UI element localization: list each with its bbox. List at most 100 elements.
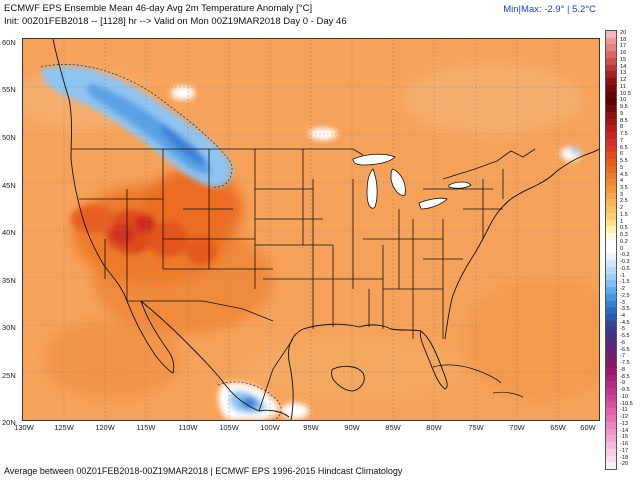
lon-label: 80W bbox=[426, 423, 442, 432]
lat-label: 35N bbox=[2, 276, 16, 285]
lon-label: 60W bbox=[580, 423, 596, 432]
colorbar-swatch bbox=[606, 233, 616, 241]
colorbar-tick-label: -17 bbox=[620, 447, 629, 454]
colorbar-swatch bbox=[606, 145, 616, 153]
colorbar-tick-label: 2.5 bbox=[620, 198, 628, 205]
colorbar-swatch bbox=[606, 219, 616, 227]
colorbar-tick-label: 13 bbox=[620, 70, 627, 77]
init-valid-line: Init: 00Z01FEB2018 -- [1128] hr --> Vali… bbox=[4, 16, 347, 27]
colorbar-tick-label: -4 bbox=[620, 313, 625, 319]
colorbar-swatch bbox=[606, 374, 616, 382]
colorbar-tick-label: 5 bbox=[620, 164, 624, 171]
great-lakes bbox=[352, 153, 472, 210]
colorbar-tick-label: 9.5 bbox=[620, 104, 628, 111]
lon-label: 65W bbox=[550, 423, 566, 432]
colorbar-swatch bbox=[606, 327, 616, 335]
colorbar-tick-label: -11 bbox=[620, 407, 628, 414]
colorbar-tick-label: -16 bbox=[620, 441, 629, 448]
colorbar-swatch bbox=[606, 179, 616, 187]
colorbar-swatch bbox=[606, 44, 616, 52]
colorbar-swatch bbox=[606, 185, 616, 194]
colorbar-swatch bbox=[606, 165, 616, 173]
anomaly-contours bbox=[40, 64, 282, 420]
lat-label: 55N bbox=[2, 85, 16, 94]
colorbar-swatch bbox=[606, 300, 616, 308]
colorbar-swatch bbox=[606, 253, 616, 261]
colorbar-swatch bbox=[606, 31, 616, 39]
colorbar-labels: 20 18 17 16 15 14 13 12 11 10.5 10 9.5 9 8.5 8 7.5 7 6.5 6… bbox=[620, 30, 640, 470]
colorbar-tick-label: -1.5 bbox=[620, 279, 630, 286]
colorbar-tick-label: 0.2 bbox=[620, 238, 628, 245]
colorbar-swatch bbox=[606, 199, 616, 207]
colorbar-swatch bbox=[606, 435, 616, 443]
colorbar-tick-label: 1 bbox=[620, 218, 624, 225]
colorbar-swatch bbox=[606, 340, 616, 349]
colorbar-swatch bbox=[606, 246, 616, 254]
colorbar-swatch bbox=[606, 111, 616, 120]
colorbar-swatch bbox=[606, 367, 616, 376]
colorbar-tick-label: -7 bbox=[620, 353, 625, 360]
colorbar-swatch bbox=[606, 334, 616, 342]
colorbar-tick-label: -3.5 bbox=[620, 306, 630, 313]
colorbar-tick-label: -4.5 bbox=[620, 319, 630, 326]
colorbar-swatch bbox=[606, 239, 616, 248]
colorbar-tick-label: -8.5 bbox=[620, 373, 630, 380]
colorbar-swatch bbox=[606, 280, 616, 288]
colorbar-tick-label: -9 bbox=[620, 380, 625, 387]
colorbar-tick-label: 3.5 bbox=[620, 184, 628, 191]
colorbar-tick-label: -8 bbox=[620, 366, 625, 373]
colorbar-tick-label: 20 bbox=[620, 30, 627, 36]
lon-label: 85W bbox=[385, 423, 401, 432]
colorbar-tick-label: 2 bbox=[620, 205, 624, 212]
colorbar-tick-label: 16 bbox=[620, 50, 627, 57]
colorbar-tick-label: 10.5 bbox=[620, 90, 631, 97]
colorbar-tick-label: 5.5 bbox=[620, 158, 628, 165]
colorbar-tick-label: 12 bbox=[620, 77, 627, 84]
colorbar-swatch bbox=[606, 125, 616, 133]
colorbar-tick-label: -15 bbox=[620, 434, 629, 441]
colorbar-swatch bbox=[606, 226, 616, 234]
colorbar-tick-label: -18 bbox=[620, 454, 629, 461]
lat-label: 25N bbox=[2, 371, 16, 380]
colorbar-swatch bbox=[606, 287, 616, 295]
lon-label: 75W bbox=[468, 423, 484, 432]
colorbar-tick-label: 10 bbox=[620, 97, 627, 104]
colorbar-swatch bbox=[606, 347, 616, 355]
colorbar-swatch bbox=[606, 428, 616, 436]
anomaly-cold-north bbox=[42, 66, 581, 188]
lat-label: 45N bbox=[2, 181, 16, 190]
colorbar-tick-label: 4 bbox=[620, 178, 624, 185]
colorbar-swatch bbox=[606, 448, 616, 457]
colorbar-tick-label: 4.5 bbox=[620, 171, 628, 178]
colorbar-swatch bbox=[606, 57, 616, 66]
colorbar-tick-label: 7 bbox=[620, 137, 624, 144]
colorbar-tick-label: 18 bbox=[620, 36, 627, 43]
colorbar-swatch bbox=[606, 51, 616, 59]
lon-label: 120W bbox=[95, 423, 115, 432]
colorbar-swatch bbox=[606, 293, 616, 302]
colorbar-swatch bbox=[606, 401, 616, 409]
colorbar-swatch bbox=[606, 455, 616, 463]
lon-label: 105W bbox=[219, 423, 239, 432]
colorbar-swatch bbox=[606, 462, 616, 470]
colorbar-swatch bbox=[606, 273, 616, 281]
colorbar-swatch bbox=[606, 71, 616, 79]
colorbar-tick-label: 17 bbox=[620, 43, 627, 50]
colorbar-tick-label: -2 bbox=[620, 286, 625, 293]
colorbar-swatch bbox=[606, 152, 616, 160]
colorbar-swatch bbox=[606, 388, 616, 396]
colorbar-tick-label: -10 bbox=[620, 393, 629, 400]
colorbar-swatch bbox=[606, 78, 616, 86]
colorbar-tick-label: 0.5 bbox=[620, 225, 628, 232]
lat-label: 60N bbox=[2, 38, 16, 47]
colorbar-swatch bbox=[606, 98, 616, 106]
colorbar-tick-label: -0.3 bbox=[620, 259, 630, 266]
lon-label: 95W bbox=[303, 423, 319, 432]
colorbar-swatch bbox=[606, 138, 616, 147]
colorbar-swatch bbox=[606, 442, 616, 450]
colorbar-swatch bbox=[606, 307, 616, 315]
colorbar-tick-label: 15 bbox=[620, 56, 627, 63]
lat-label: 50N bbox=[2, 133, 16, 142]
lon-label: 70W bbox=[509, 423, 525, 432]
colorbar-tick-label: 3 bbox=[620, 191, 624, 198]
